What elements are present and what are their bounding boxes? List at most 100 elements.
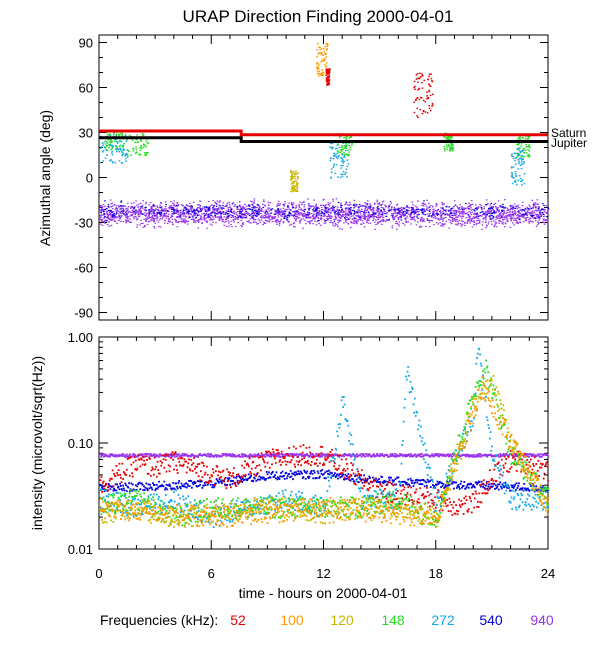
azimuth-point — [337, 222, 340, 224]
azimuth-point — [322, 209, 324, 211]
azimuth-point — [236, 206, 238, 208]
azimuth-point — [397, 223, 400, 225]
azimuth-point — [417, 200, 419, 202]
azimuth-point — [211, 212, 213, 214]
azimuth-point — [391, 215, 394, 217]
azimuth-point — [100, 216, 102, 218]
azimuth-point — [546, 221, 549, 223]
azimuth-point — [328, 209, 330, 211]
azimuth-point — [331, 142, 334, 145]
azimuth-point — [327, 68, 329, 70]
azimuth-point — [312, 217, 315, 219]
azimuth-point — [312, 215, 314, 217]
azimuth-point — [502, 221, 504, 223]
azimuth-point — [341, 146, 343, 148]
intensity-point — [139, 488, 142, 490]
azimuth-point — [227, 220, 230, 222]
azimuth-point — [193, 210, 195, 213]
azimuth-point — [516, 143, 518, 146]
azimuth-point — [466, 221, 469, 223]
azimuth-point — [486, 204, 488, 206]
azimuth-point — [546, 216, 548, 218]
azimuth-point — [500, 212, 502, 214]
azimuth-point — [256, 207, 258, 209]
intensity-point — [109, 455, 112, 458]
azimuth-point — [462, 215, 465, 217]
azimuth-point — [168, 218, 170, 220]
azimuth-point — [104, 205, 106, 208]
azimuth-point — [132, 206, 134, 208]
azimuth-point — [522, 216, 524, 218]
azimuth-point — [160, 214, 162, 216]
azimuth-point — [484, 212, 487, 214]
azimuth-point — [407, 206, 410, 209]
intensity-point — [217, 454, 220, 457]
azimuth-point — [138, 215, 140, 218]
azimuth-point — [433, 208, 435, 211]
azimuth-point — [288, 224, 291, 226]
intensity-point — [114, 489, 116, 492]
azimuth-point — [201, 213, 203, 215]
azimuth-point — [483, 213, 485, 215]
azimuth-point — [525, 146, 528, 148]
azimuth-point — [256, 213, 258, 215]
azimuth-point — [127, 202, 129, 204]
azimuth-point — [504, 223, 507, 225]
azimuth-point — [491, 212, 494, 214]
azimuth-point — [513, 210, 516, 212]
azimuth-point — [293, 214, 296, 217]
azimuth-point — [445, 137, 447, 139]
azimuth-point — [195, 212, 197, 214]
azimuth-point — [334, 215, 337, 218]
azimuth-point — [325, 43, 327, 45]
azimuth-point — [279, 208, 282, 210]
azimuth-point — [504, 215, 506, 217]
azimuth-point — [333, 225, 336, 227]
azimuth-point — [397, 207, 400, 209]
azimuth-point — [111, 202, 114, 204]
azimuth-point — [341, 150, 343, 152]
azimuth-point — [207, 201, 210, 203]
azimuth-point — [517, 218, 520, 220]
azimuth-point — [315, 215, 318, 217]
azimuth-point — [448, 219, 450, 221]
azimuth-point — [509, 216, 511, 218]
intensity-point — [467, 453, 469, 456]
azimuth-point — [461, 206, 464, 208]
azimuth-point — [123, 213, 125, 215]
azimuth-point — [265, 209, 267, 211]
intensity-point — [469, 455, 471, 458]
azimuth-point — [355, 211, 358, 213]
azimuth-point — [292, 182, 295, 184]
intensity-point — [215, 456, 218, 458]
azimuth-point — [249, 208, 252, 210]
azimuth-point — [315, 224, 318, 226]
azimuth-point — [427, 207, 429, 209]
azimuth-point — [454, 210, 456, 212]
azimuth-point — [460, 211, 463, 213]
azimuth-point — [178, 215, 181, 217]
azimuth-point — [536, 199, 539, 201]
azimuth-point — [330, 176, 332, 178]
intensity-point — [273, 453, 276, 455]
azimuth-point — [274, 209, 276, 211]
azimuth-point — [348, 218, 350, 220]
azimuth-point — [514, 157, 517, 159]
azimuth-point — [458, 207, 461, 209]
azimuth-point — [314, 216, 316, 218]
azimuth-point — [377, 218, 379, 220]
azimuth-point — [212, 206, 215, 208]
azimuth-point — [432, 215, 435, 217]
azimuth-point — [419, 220, 422, 222]
azimuth-point — [153, 209, 156, 212]
azimuth-point — [180, 214, 182, 216]
azimuth-point — [125, 216, 127, 219]
azimuth-point — [130, 221, 133, 223]
azimuth-point — [269, 214, 272, 216]
azimuth-point — [539, 210, 541, 212]
azimuth-point — [462, 210, 464, 212]
azimuth-point — [245, 212, 248, 214]
azimuth-point — [118, 140, 121, 143]
azimuth-point — [334, 222, 337, 224]
azimuth-point — [402, 222, 404, 224]
